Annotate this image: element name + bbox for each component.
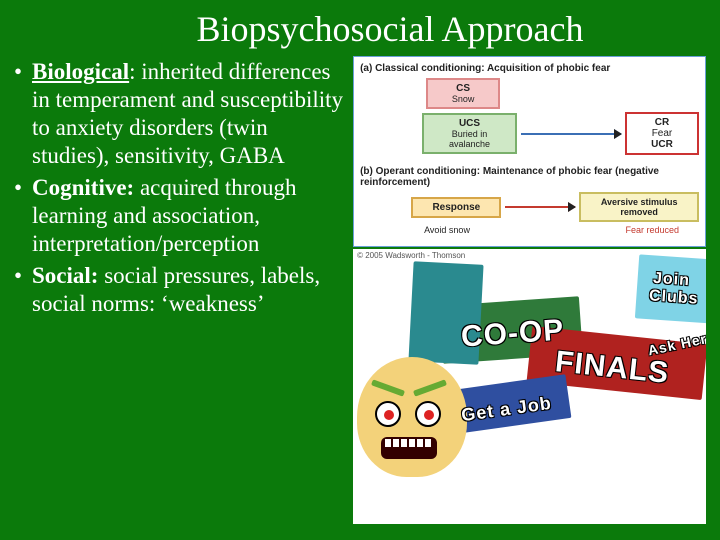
bullet-item: Biological: inherited differences in tem… (14, 58, 347, 170)
bullet-term: Social: (32, 263, 98, 288)
slide-title: Biopsychosocial Approach (14, 8, 706, 50)
bullet-term: Cognitive: (32, 175, 134, 200)
stress-cartoon: © 2005 Wadsworth - Thomson (353, 249, 706, 524)
content-row: Biological: inherited differences in tem… (14, 56, 706, 524)
word-clubs: Clubs (649, 287, 700, 308)
box-cs: CS Snow (426, 78, 500, 109)
arrow-resp-aversive (505, 206, 575, 208)
bullet-term: Biological (32, 59, 129, 84)
box-response: Response (411, 197, 501, 218)
word-coop: CO-OP (460, 313, 565, 354)
bullet-item: Social: social pressures, labels, social… (14, 262, 347, 318)
bullet-item: Cognitive: acquired through learning and… (14, 174, 347, 258)
dia-row-resp: Response Aversive stimulus removed (360, 192, 699, 222)
arrow-ucs-cr (521, 133, 621, 135)
dia-row-resp-sub: Avoid snow Fear reduced (360, 225, 699, 235)
bullet-list: Biological: inherited differences in tem… (14, 56, 353, 524)
diagram-caption-b: (b) Operant conditioning: Maintenance of… (360, 166, 699, 188)
right-column: (a) Classical conditioning: Acquisition … (353, 56, 706, 524)
slide: Biopsychosocial Approach Biological: inh… (0, 0, 720, 540)
copyright-text: © 2005 Wadsworth - Thomson (357, 251, 465, 260)
box-ucs: UCS Buried in avalanche (422, 113, 517, 154)
diagram-caption-a: (a) Classical conditioning: Acquisition … (360, 63, 699, 74)
box-cr: CR Fear UCR (625, 112, 699, 155)
dia-row-ucs-cr: UCS Buried in avalanche CR Fear UCR (360, 112, 699, 155)
dia-row-cs: CS Snow (360, 78, 699, 109)
ul-bullets: Biological: inherited differences in tem… (14, 58, 347, 318)
conditioning-diagram: (a) Classical conditioning: Acquisition … (353, 56, 706, 247)
box-aversive: Aversive stimulus removed (579, 192, 699, 222)
stress-head (357, 357, 467, 477)
